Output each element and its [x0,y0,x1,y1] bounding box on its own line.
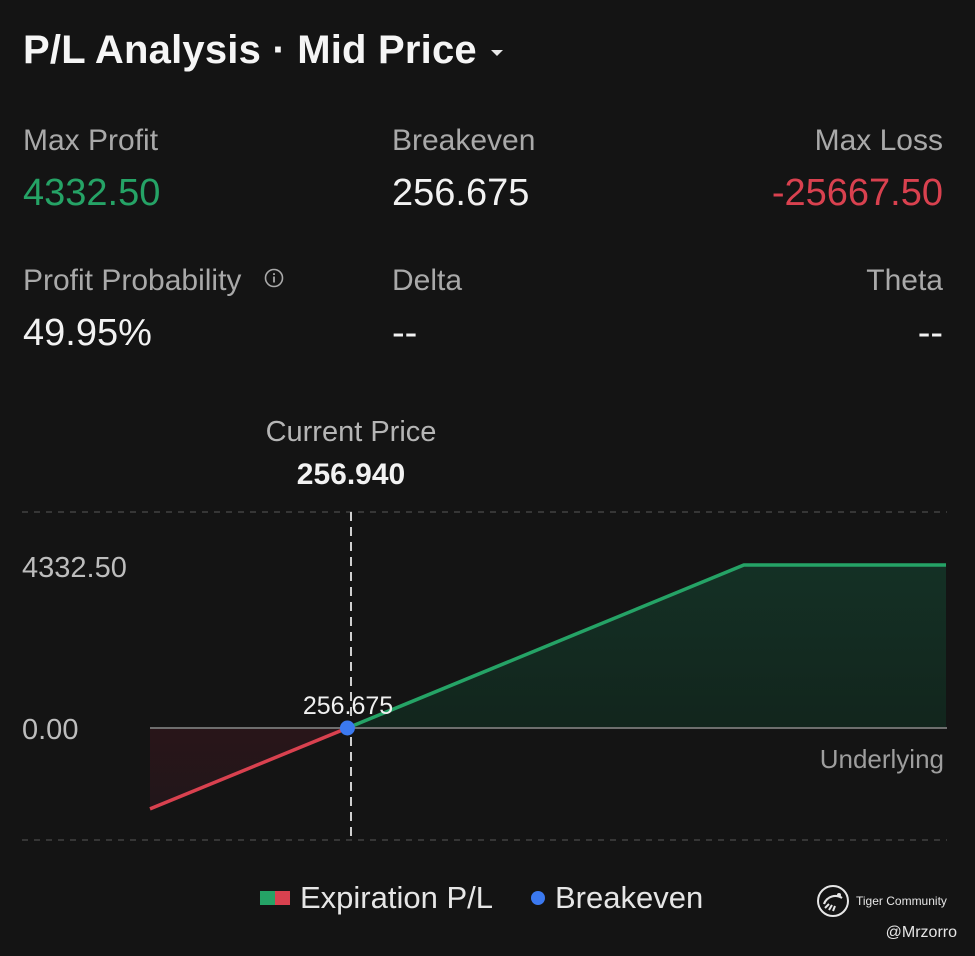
max-loss-stat: Max Loss -25667.50 [772,124,943,215]
brand-name: Tiger Community [856,894,947,908]
max-profit-value: 4332.50 [23,172,161,214]
profit-line [346,563,946,730]
chart-legend: Expiration P/L Breakeven [260,880,703,916]
info-icon[interactable] [264,268,284,288]
profit-probability-label: Profit Probability [23,264,242,297]
y-tick-zero: 0.00 [22,714,78,746]
delta-value: -- [392,312,418,354]
x-axis-label: Underlying [820,744,944,774]
max-loss-label: Max Loss [814,124,943,157]
profit-probability-label-row: Profit Probability [23,264,284,298]
loss-line [149,726,349,811]
current-price-value: 256.940 [297,458,405,491]
loss-area [150,728,348,809]
watermark: @Mrzorro [885,924,957,941]
theta-stat: Theta -- [866,264,943,355]
breakeven-marker-label: 256.675 [303,692,393,720]
max-profit-stat: Max Profit 4332.50 [23,124,160,215]
max-profit-label: Max Profit [23,124,159,157]
theta-value: -- [917,312,943,354]
profit-probability-stat: Profit Probability 49.95% [23,264,284,355]
profit-probability-value: 49.95% [23,312,152,354]
breakeven-marker [339,720,355,736]
theta-label: Theta [866,264,943,297]
max-loss-value: -25667.50 [771,172,943,214]
breakeven-stat: Breakeven 256.675 [392,124,535,215]
delta-label: Delta [392,264,463,297]
legend-breakeven-label: Breakeven [555,880,704,915]
price-mode-dropdown[interactable]: P/L Analysis · Mid Price [23,28,503,73]
breakeven-value: 256.675 [392,172,530,214]
y-tick-max-profit: 4332.50 [22,552,127,584]
legend-expiration-label: Expiration P/L [300,880,493,915]
page-title: P/L Analysis · Mid Price [23,28,477,72]
tiger-logo-icon [817,885,849,917]
breakeven-label: Breakeven [392,124,536,157]
brand: Tiger Community [816,884,947,918]
expiration-pl-swatch [260,891,290,905]
delta-stat: Delta -- [392,264,462,355]
current-price-label: Current Price [266,416,437,448]
profit-area [347,565,947,728]
breakeven-dot-icon [531,891,545,905]
chevron-down-icon [490,49,503,56]
